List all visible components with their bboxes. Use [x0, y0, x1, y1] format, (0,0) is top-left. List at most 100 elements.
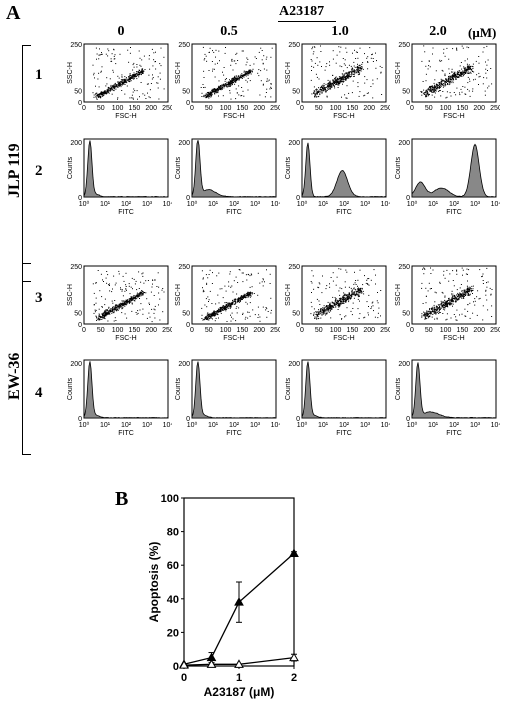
scatter-dot — [340, 298, 342, 300]
scatter-dot — [311, 70, 312, 71]
scatter-dot — [217, 310, 219, 312]
scatter-dot — [247, 317, 249, 319]
scatter-dot — [318, 282, 320, 284]
scatter-dot — [351, 73, 353, 75]
scatter-dot — [338, 306, 340, 308]
scatter-dot — [324, 312, 326, 314]
scatter-dot — [206, 92, 208, 93]
scatter-dot — [95, 85, 96, 87]
scatter-dot — [229, 84, 231, 86]
scatter-dot — [354, 71, 356, 73]
scatter-dot — [445, 302, 446, 304]
scatter-dot — [348, 71, 350, 73]
scatter-dot — [217, 88, 218, 90]
scatter-dot — [445, 319, 447, 321]
y-tick-label: 50 — [292, 310, 300, 317]
scatter-dot — [468, 67, 470, 69]
scatter-dot — [205, 55, 207, 57]
scatter-dot — [214, 314, 216, 316]
scatter-dot — [454, 295, 456, 297]
scatter-dot — [241, 298, 243, 300]
y-tick-label: 0 — [296, 322, 300, 329]
scatter-dot — [269, 88, 271, 90]
scatter-dot — [353, 71, 355, 73]
scatter-dot — [113, 87, 115, 89]
scatter-dot — [227, 83, 229, 85]
scatter-dot — [223, 306, 225, 308]
scatter-dot — [461, 297, 463, 299]
scatter-dot — [226, 85, 228, 87]
scatter-dot — [355, 58, 357, 59]
y-tick-label: 50 — [182, 310, 190, 317]
scatter-dot — [317, 311, 319, 313]
scatter-dot — [219, 310, 220, 312]
scatter-dot — [114, 306, 116, 308]
scatter-dot — [205, 97, 207, 99]
scatter-dot — [357, 72, 359, 73]
scatter-dot — [243, 74, 245, 76]
scatter-dot — [351, 69, 353, 71]
scatter-dot — [223, 309, 225, 311]
scatter-dot — [122, 295, 124, 297]
scatter-dot — [355, 289, 357, 291]
scatter-dot — [235, 53, 237, 55]
scatter-dot — [372, 305, 374, 307]
scatter-dot — [444, 84, 446, 86]
scatter-dot — [327, 301, 329, 303]
scatter-dot — [441, 302, 443, 303]
scatter-dot — [348, 76, 350, 78]
scatter-dot — [363, 293, 365, 295]
scatter-dot — [465, 291, 467, 293]
scatter-dot — [366, 79, 368, 81]
scatter-dot — [94, 77, 95, 79]
scatter-dot — [104, 92, 106, 94]
scatter-dot — [445, 80, 447, 82]
scatter-dot — [108, 312, 110, 314]
scatter-dot — [106, 90, 108, 92]
scatter-dot — [459, 92, 460, 94]
scatter-dot — [349, 76, 351, 78]
scatter-dot — [120, 306, 122, 308]
scatter-dot — [467, 290, 468, 292]
x-axis-label: FSC-H — [115, 335, 136, 342]
scatter-dot — [222, 71, 223, 73]
scatter-dot — [314, 316, 316, 318]
scatter-dot — [101, 52, 102, 54]
scatter-dot — [216, 87, 218, 89]
scatter-dot — [245, 301, 247, 303]
scatter-dot — [448, 280, 450, 282]
scatter-dot — [202, 278, 204, 280]
scatter-dot — [241, 297, 243, 299]
scatter-dot — [235, 320, 237, 322]
scatter-dot — [467, 289, 469, 291]
scatter-dot — [334, 78, 336, 80]
x-axis-label: FITC — [446, 209, 462, 216]
scatter-dot — [258, 51, 260, 53]
scatter-dot — [128, 80, 130, 82]
scatter-dot — [450, 80, 452, 82]
scatter-dot — [100, 93, 102, 95]
scatter-dot — [467, 76, 469, 78]
scatter-dot — [212, 90, 214, 92]
scatter-dot — [465, 295, 466, 296]
scatter-dot — [357, 289, 359, 291]
scatter-dot — [118, 270, 120, 272]
scatter-dot — [137, 73, 139, 75]
scatter-dot — [438, 90, 440, 92]
scatter-dot — [128, 77, 130, 79]
scatter-dot — [351, 296, 352, 298]
scatter-dot — [239, 301, 241, 303]
scatter-dot — [148, 58, 150, 60]
scatter-dot — [332, 84, 334, 86]
scatter-dot — [224, 302, 226, 304]
y-axis-label: Counts — [175, 377, 182, 400]
scatter-dot — [230, 83, 232, 85]
scatter-dot — [357, 74, 359, 76]
scatter-dot — [442, 83, 444, 85]
y-axis-label: Counts — [175, 156, 182, 179]
scatter-dot — [434, 89, 436, 91]
series-line-2 — [183, 656, 295, 666]
scatter-dot — [249, 71, 251, 73]
scatter-dot — [472, 293, 473, 294]
y-tick-label: 250 — [178, 42, 190, 49]
